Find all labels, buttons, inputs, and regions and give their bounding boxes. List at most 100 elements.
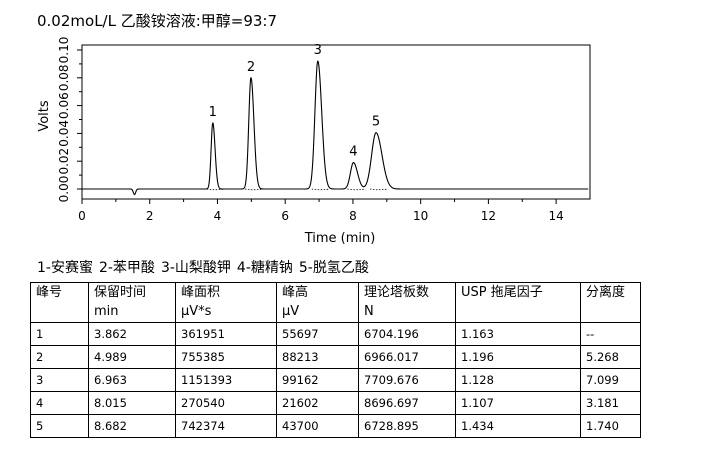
peak-baseline-fit [311, 188, 330, 191]
peak-label: 2 [247, 60, 255, 75]
column-header-line: N [364, 304, 374, 319]
table-cell: 8.682 [88, 414, 176, 438]
table-row: 2 4.989 755385 88213 6966.017 1.196 5.268 [30, 345, 641, 369]
column-header-line [461, 302, 575, 321]
column-header-line: 峰号 [36, 285, 63, 300]
table-cell: 1.740 [580, 414, 641, 438]
chromatogram-chart: 0 2 4 6 8 10 12 140.000.020.040.060.080.10 1234… [37, 37, 591, 246]
table-cell: 2 [30, 345, 89, 369]
peak-legend: 1-安赛蜜 2-苯甲酸 3-山梨酸钾 4-糖精钠 5-脱氢乙酸 [37, 257, 375, 277]
page-title: 0.02moL/L 乙酸铵溶液:甲醇=93:7 [37, 12, 278, 30]
column-header: 峰面积 μV*s [175, 282, 277, 323]
x-tick-label: 0 [78, 209, 86, 223]
peak-label: 4 [349, 145, 357, 160]
table-header-row: 峰号 保留时间 min 峰面积 μV*s 峰高 μV 理论塔板数 N USP 拖尾因子 分离度 [30, 282, 641, 323]
column-header-line: 分离度 [586, 285, 626, 300]
chart-trace [82, 60, 589, 196]
table-cell: 21602 [276, 391, 359, 415]
y-tick-label: 0.02 [57, 148, 71, 175]
x-tick-label: 10 [413, 209, 428, 223]
table-cell: 3 [30, 368, 89, 392]
chart-peak-labels: 1 2 3 45 [206, 43, 389, 191]
y-tick-label: 0.10 [57, 37, 71, 64]
peak-baseline-fit [347, 188, 366, 191]
column-header-line: USP 拖尾因子 [461, 285, 543, 300]
x-tick-label: 12 [481, 209, 496, 223]
column-header: USP 拖尾因子 [455, 282, 581, 323]
y-tick-label: 0.04 [57, 120, 71, 147]
table-cell: -- [580, 322, 641, 346]
chart-axes [81, 44, 591, 200]
table-cell: 5.268 [580, 345, 641, 369]
peak-label: 1 [209, 105, 217, 120]
table-cell: 1.163 [455, 322, 581, 346]
table-cell: 8696.697 [358, 391, 456, 415]
table-cell: 6966.017 [358, 345, 456, 369]
legend-item: 2-苯甲酸 [98, 260, 155, 276]
column-header-line: 峰面积 [181, 285, 221, 300]
peak-baseline-fit [206, 188, 225, 191]
table-row: 3 6.963 1151393 99162 7709.676 1.128 7.099 [30, 368, 641, 392]
legend-item: 1-安赛蜜 [37, 260, 93, 276]
table-cell: 1 [30, 322, 89, 346]
table-cell: 6728.895 [358, 414, 456, 438]
y-tick-label: 0.00 [57, 176, 71, 203]
table-cell: 742374 [175, 414, 277, 438]
x-tick-label: 8 [349, 209, 357, 223]
legend-item: 4-糖精钠 [236, 260, 293, 276]
table-cell: 1.107 [455, 391, 581, 415]
column-header: 理论塔板数 N [358, 282, 456, 323]
column-header: 峰号 [30, 282, 89, 323]
table-body: 1 3.862 361951 55697 6704.196 1.163 -- 2 4.989 75… [30, 322, 641, 438]
column-header-line [36, 302, 83, 321]
column-header-line: μV [282, 304, 300, 319]
table-row: 5 8.682 742374 43700 6728.895 1.434 1.740 [30, 414, 641, 438]
table-cell: 755385 [175, 345, 277, 369]
x-axis-label: Time (min) [304, 231, 376, 246]
table-cell: 55697 [276, 322, 359, 346]
table-cell: 3.181 [580, 391, 641, 415]
column-header-line: min [94, 304, 119, 319]
table-cell: 6704.196 [358, 322, 456, 346]
column-header-line: 理论塔板数 [364, 285, 430, 300]
x-tick-label: 2 [146, 209, 154, 223]
column-header-line: μV*s [181, 304, 212, 319]
column-header-line [586, 302, 635, 321]
table-cell: 88213 [276, 345, 359, 369]
x-tick-label: 14 [548, 209, 563, 223]
table-cell: 4.989 [88, 345, 176, 369]
table-cell: 6.963 [88, 368, 176, 392]
peak-baseline-fit [369, 188, 389, 191]
column-header: 保留时间 min [88, 282, 176, 323]
table-row: 1 3.862 361951 55697 6704.196 1.163 -- [30, 322, 641, 346]
peak-label: 5 [372, 115, 380, 130]
peak-label: 3 [314, 43, 322, 58]
signal-line [82, 60, 589, 196]
table-cell: 4 [30, 391, 89, 415]
legend-item: 3-山梨酸钾 [160, 260, 231, 276]
y-tick-label: 0.08 [57, 64, 71, 91]
table-cell: 43700 [276, 414, 359, 438]
table-cell: 1.196 [455, 345, 581, 369]
column-header: 分离度 [580, 282, 641, 323]
plot-frame [81, 44, 591, 200]
peak-baseline-fit [244, 188, 264, 191]
column-header-line: 峰高 [282, 285, 309, 300]
table-cell: 361951 [175, 322, 277, 346]
table-cell: 3.862 [88, 322, 176, 346]
table-cell: 1.434 [455, 414, 581, 438]
table-cell: 1151393 [175, 368, 277, 392]
table-cell: 8.015 [88, 391, 176, 415]
x-tick-label: 4 [214, 209, 222, 223]
table-cell: 7709.676 [358, 368, 456, 392]
y-axis-label: Volts [37, 100, 52, 132]
legend-item: 5-脱氢乙酸 [298, 260, 369, 276]
table-cell: 5 [30, 414, 89, 438]
table-cell: 7.099 [580, 368, 641, 392]
chart-ticks: 0 2 4 6 8 10 12 140.000.020.040.060.080.10 [57, 37, 564, 223]
x-tick-label: 6 [281, 209, 289, 223]
results-table: 峰号 保留时间 min 峰面积 μV*s 峰高 μV 理论塔板数 N USP 拖尾因子 分离度 … [30, 282, 641, 438]
table-cell: 1.128 [455, 368, 581, 392]
table-row: 4 8.015 270540 21602 8696.697 1.107 3.181 [30, 391, 641, 415]
table-cell: 270540 [175, 391, 277, 415]
